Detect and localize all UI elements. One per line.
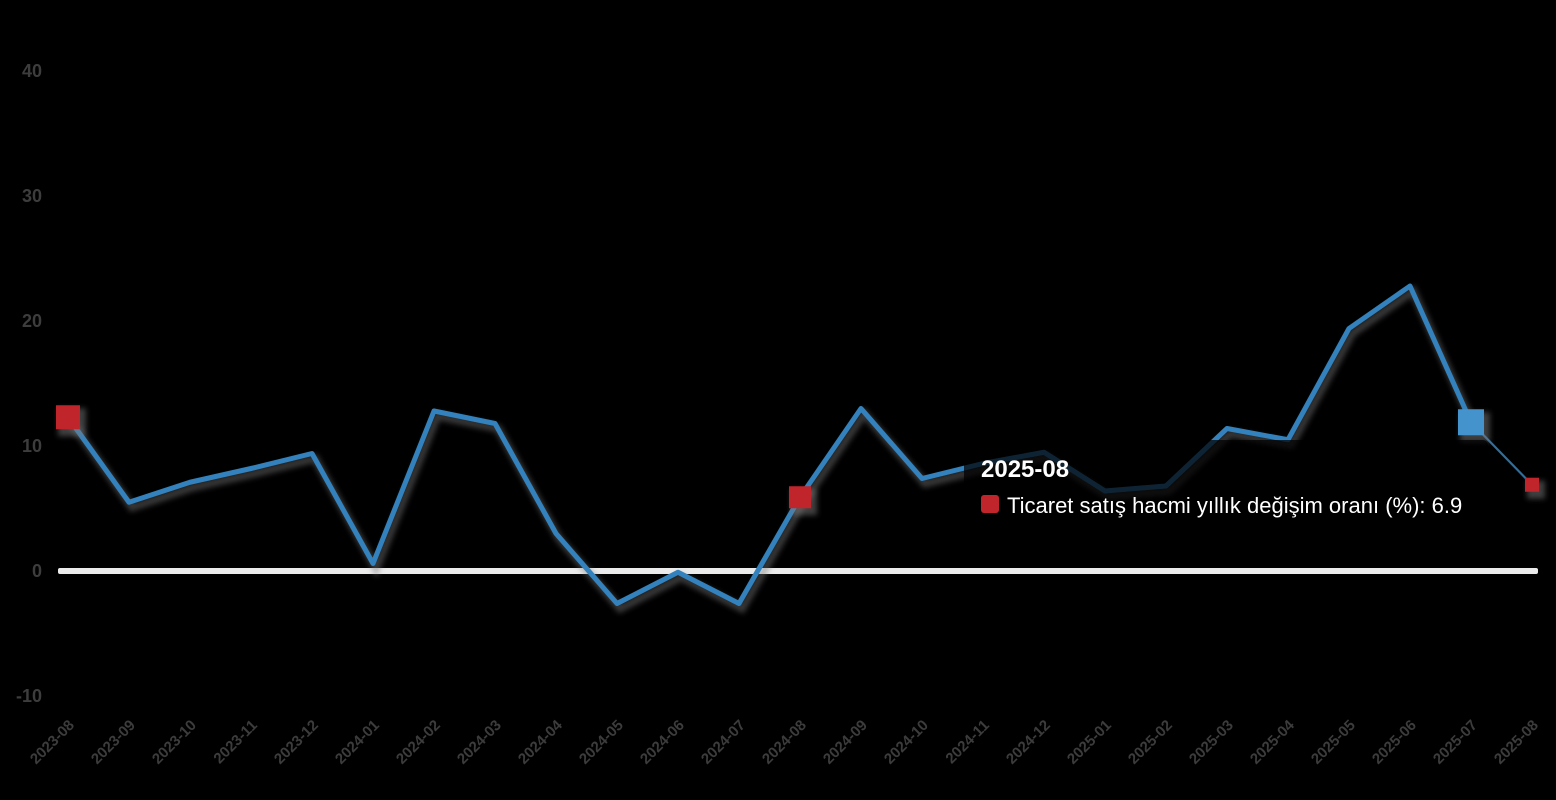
line-series-shadow [67,284,1478,614]
x-tick-label: 2024-08 [759,717,810,768]
tooltip-background [964,440,1488,532]
y-tick-label: 40 [22,61,42,81]
x-tick-label: 2025-07 [1430,717,1481,768]
x-tick-label: 2025-01 [1064,717,1115,768]
x-tick-label: 2023-10 [149,717,200,768]
tooltip-title: 2025-08 [981,456,1069,483]
data-point-marker[interactable] [1525,477,1539,492]
x-tick-label: 2025-02 [1125,717,1176,768]
y-tick-label: 0 [32,561,42,581]
x-tick-label: 2024-01 [332,717,383,768]
y-tick-label: 30 [22,186,42,206]
x-tick-label: 2024-06 [637,717,688,768]
x-tick-label: 2025-03 [1186,717,1237,768]
data-point-marker[interactable] [1458,409,1484,436]
x-tick-label: 2025-06 [1369,717,1420,768]
x-tick-label: 2024-04 [515,716,566,767]
y-tick-label: 20 [22,311,42,331]
zero-axis-line [58,568,1538,574]
x-tick-label: 2024-10 [881,717,932,768]
x-tick-label: 2025-05 [1308,717,1359,768]
x-tick-label: 2023-12 [271,717,322,768]
y-axis-labels: 40 30 20 10 0 -10 [16,61,42,706]
x-tick-label: 2023-11 [210,717,260,767]
x-tick-label: 2024-07 [698,717,749,768]
tooltip-series-value: Ticaret satış hacmi yıllık değişim oranı… [1007,493,1462,518]
tooltip: 2025-08 Ticaret satış hacmi yıllık değiş… [964,440,1488,532]
y-tick-label: -10 [16,686,42,706]
x-tick-label: 2024-09 [820,717,871,768]
x-axis-labels: 2023-08 2023-09 2023-10 2023-11 2023-12 2024-… [27,716,1542,767]
series-legend-swatch [981,495,999,513]
x-tick-label: 2024-12 [1003,717,1054,768]
x-tick-label: 2024-11 [942,717,992,767]
x-tick-label: 2024-03 [454,717,505,768]
x-tick-label: 2025-04 [1247,716,1298,767]
data-point-marker[interactable] [56,405,80,430]
x-tick-label: 2024-02 [393,717,444,768]
data-point-marker[interactable] [789,486,811,509]
x-tick-label: 2025-08 [1491,717,1542,768]
line-series[interactable] [65,283,1474,606]
x-tick-label: 2024-05 [576,717,627,768]
x-tick-label: 2023-08 [27,717,78,768]
x-tick-label: 2023-09 [88,717,139,768]
highlight-markers [56,405,1545,516]
y-tick-label: 10 [22,436,42,456]
